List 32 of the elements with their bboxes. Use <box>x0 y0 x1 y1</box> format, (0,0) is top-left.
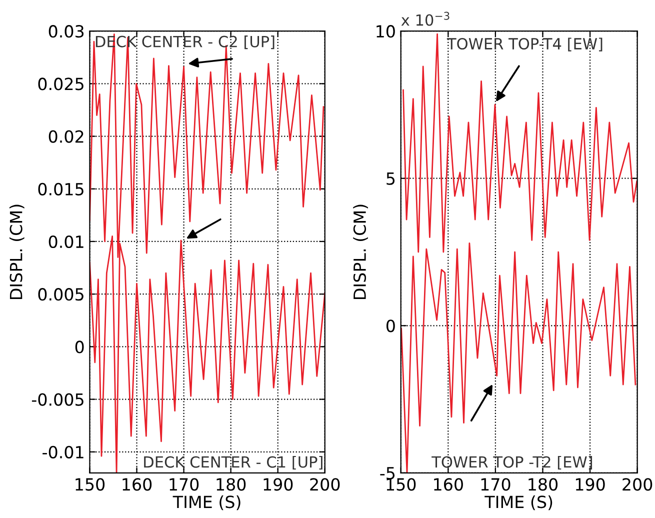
y-tick-label: 0.02 <box>48 130 84 143</box>
x-axis-title: TIME (S) <box>172 495 240 510</box>
y-axis-title: DISPL. (CM) <box>9 204 24 300</box>
x-tick-label: 180 <box>216 478 246 491</box>
annotation: TOWER TOP-T4 [EW] <box>446 38 602 52</box>
y-axis-title: DISPL. (CM) <box>353 204 368 300</box>
x-tick-label: 150 <box>76 478 105 491</box>
annotation: TOWER TOP -T2 [EW] <box>432 456 592 470</box>
x-tick-label: 170 <box>170 478 199 491</box>
x-tick-label: 180 <box>528 478 558 491</box>
x-tick-label: 150 <box>386 478 416 491</box>
x-tick-label: 190 <box>576 478 605 491</box>
y-tick-label: 0.03 <box>48 25 84 38</box>
y-tick-label: 0.025 <box>38 78 84 90</box>
x-tick-label: 190 <box>264 478 293 491</box>
x-tick-label: 170 <box>481 478 510 491</box>
x-axis-title: TIME (S) <box>484 495 552 510</box>
y-tick-label: 0.01 <box>48 235 84 248</box>
y-tick-label: 0.005 <box>38 288 84 301</box>
y-tick-label: -0.005 <box>32 393 84 406</box>
text: x 10$^{−3}$ <box>401 12 450 26</box>
x-tick-label: 200 <box>310 478 340 491</box>
y-tick-label: 0 <box>75 340 84 354</box>
y-tick-label: 10 <box>376 25 395 38</box>
annotation: DECK CENTER - C1 [UP] <box>144 456 322 470</box>
y-tick-label: 0.015 <box>38 182 84 196</box>
y-tick-label: 5 <box>386 172 395 185</box>
x-tick-label: 160 <box>434 478 463 491</box>
y-tick-label: 0 <box>386 320 395 332</box>
x-tick-label: 200 <box>622 478 652 491</box>
x-tick-label: 160 <box>122 478 152 491</box>
y-tick-label: -0.01 <box>42 446 84 458</box>
